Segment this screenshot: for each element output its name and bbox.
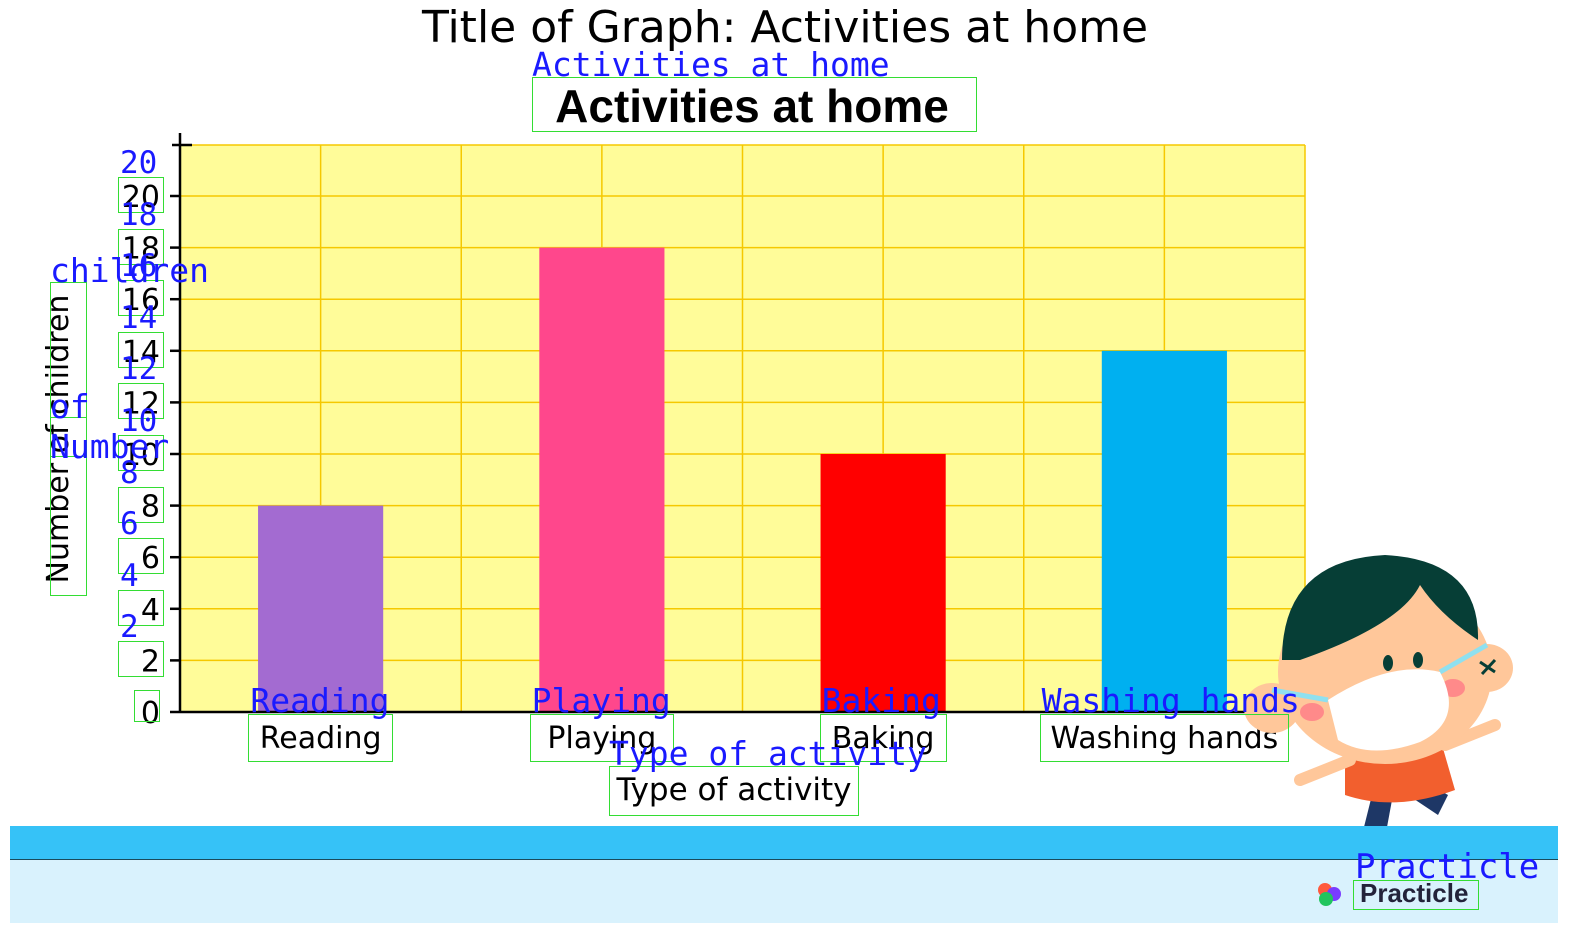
y-axis-title: Number of children [41, 295, 76, 584]
page-title: Title of Graph: Activities at home [421, 2, 1149, 53]
ocr-box-ytick [118, 589, 164, 626]
bar-baking [820, 454, 946, 712]
ocr-box-ytick [118, 177, 164, 213]
y-tick-label: 10 [122, 438, 160, 473]
ocr-text-category: Washing hands [1041, 681, 1300, 720]
ocr-box-ytick [118, 486, 164, 523]
ocr-text-ylabel-number: Number [50, 427, 170, 466]
ocr-box-ytick [118, 331, 164, 368]
y-tick-label: 16 [122, 283, 160, 318]
ocr-box-ytick [118, 280, 164, 317]
ocr-text-title: Activities at home [532, 45, 890, 84]
brand-name: Practicle [1360, 878, 1469, 908]
ocr-box-ytick [118, 538, 164, 575]
ocr-text-ytick: 20 [120, 145, 158, 181]
ocr-box-xlabel [609, 766, 859, 816]
ocr-text-ytick: 12 [120, 351, 158, 388]
x-axis-title: Type of activity [615, 772, 851, 808]
chart-title: Activities at home [555, 80, 949, 132]
brand-logo-icon [1316, 881, 1342, 907]
x-tick-label: Washing hands [1050, 721, 1278, 756]
y-tick-label: 4 [141, 593, 160, 628]
ocr-text-category: Playing [531, 681, 671, 720]
ocr-text-ytick: 2 [120, 609, 139, 646]
ocr-box-ytick [118, 383, 164, 420]
bar-reading [258, 505, 384, 712]
footer-band-bottom [10, 860, 1558, 923]
y-tick-label: 8 [141, 490, 160, 525]
mascot-illustration [1244, 555, 1513, 857]
ocr-box-category [248, 714, 393, 762]
footer-divider [10, 859, 1558, 860]
y-tick-label: 2 [141, 644, 160, 679]
ocr-text-brand: Practicle [1355, 847, 1540, 887]
y-tick-label: 20 [122, 180, 160, 215]
ocr-text-ytick: 10 [120, 403, 158, 439]
ocr-text-ylabel-children: children [50, 251, 209, 290]
ocr-box-title [532, 77, 977, 132]
y-tick-label: 18 [122, 232, 160, 267]
ocr-box-ytick-zero [134, 690, 160, 722]
x-tick-label: Baking [832, 721, 935, 756]
ocr-box-category [1039, 714, 1290, 762]
x-tick-label: Reading [260, 721, 382, 756]
ocr-box-ytick [118, 641, 164, 678]
ocr-text-ytick: 8 [120, 454, 139, 491]
ocr-box-category [819, 714, 947, 762]
y-tick-label: 12 [122, 386, 160, 421]
ocr-box-ytick [118, 435, 164, 471]
bar-washing-hands [1101, 350, 1227, 712]
ocr-box-brand [1353, 880, 1479, 910]
ocr-box-category [529, 714, 675, 762]
ocr-box-ylabel-word [50, 417, 87, 457]
ocr-box-ytick [118, 228, 164, 265]
ocr-text-ytick: 18 [120, 196, 158, 233]
footer-band-top [10, 826, 1558, 859]
ocr-text-ylabel-of: of [50, 387, 90, 426]
y-tick-label: 6 [141, 541, 160, 576]
x-tick-label: Playing [547, 721, 656, 756]
ocr-text-ytick: 16 [120, 248, 158, 285]
bar-playing [539, 247, 665, 712]
ocr-text-category: Reading [250, 681, 390, 720]
ocr-text-ytick: 6 [120, 506, 139, 543]
ocr-text-ytick: 14 [120, 299, 158, 336]
y-tick-label: 0 [141, 696, 160, 731]
ocr-text-category: Baking [821, 681, 941, 720]
ocr-text-xlabel: Type of activity [609, 734, 927, 773]
y-tick-label: 14 [122, 335, 160, 370]
ocr-text-ytick: 4 [120, 557, 139, 594]
